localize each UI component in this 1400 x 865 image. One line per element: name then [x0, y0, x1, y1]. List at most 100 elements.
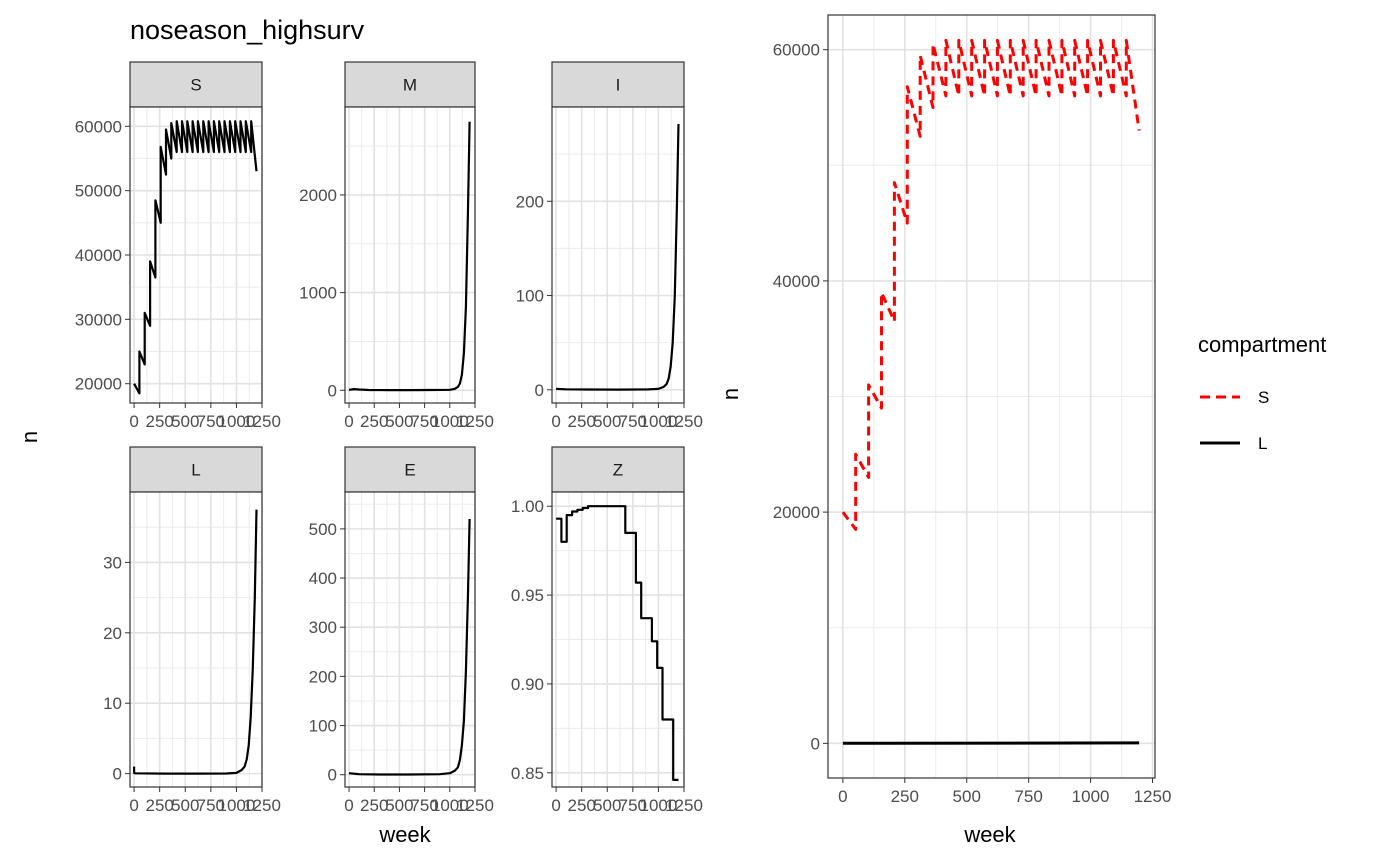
facet-e-y-tick-label: 400	[309, 569, 337, 588]
facet-strip-label: L	[191, 461, 200, 480]
facet-m-y-tick-label: 1000	[299, 284, 337, 303]
facet-s-x-tick-label: 250	[145, 412, 173, 431]
legend: compartment S L	[1198, 332, 1326, 453]
facet-m-x-tick-label: 1000	[431, 412, 469, 431]
facet-s-y-tick-label: 40000	[75, 246, 122, 265]
facet-m-x-tick-label: 1250	[456, 412, 494, 431]
facet-m-x-tick-label: 500	[385, 412, 413, 431]
main-x-tick-label: 1000	[1072, 787, 1110, 806]
facet-s-x-tick-label: 1250	[243, 412, 281, 431]
facet-m-x-tick-label: 0	[344, 412, 353, 431]
legend-title: compartment	[1198, 332, 1326, 357]
facet-i-y-tick-label: 0	[535, 381, 544, 400]
main-x-tick-label: 750	[1014, 787, 1042, 806]
facet-i-x-tick-label: 0	[551, 412, 560, 431]
facet-l-x-tick-label: 0	[129, 796, 138, 815]
facet-strip-label: Z	[613, 461, 623, 480]
facet-m-y-tick-label: 2000	[299, 186, 337, 205]
facet-l-y-tick-label: 10	[103, 694, 122, 713]
facet-e-y-tick-label: 0	[328, 766, 337, 785]
main-x-tick-label: 500	[953, 787, 981, 806]
facet-s-y-tick-label: 50000	[75, 182, 122, 201]
facet-l-y-tick-label: 30	[103, 553, 122, 572]
facet-x-axis-title: week	[378, 822, 431, 847]
facet-m-y-tick-label: 0	[328, 381, 337, 400]
facet-e-panel-background	[345, 492, 475, 787]
facet-z-x-tick-label: 0	[551, 796, 560, 815]
facet-e-y-tick-label: 200	[309, 667, 337, 686]
facet-l-x-tick-label: 250	[145, 796, 173, 815]
facet-s-x-tick-label: 500	[171, 412, 199, 431]
facet-s-x-tick-label: 750	[197, 412, 225, 431]
facet-z-y-tick-label: 0.85	[511, 764, 544, 783]
facet-l-x-tick-label: 1000	[218, 796, 256, 815]
facet-z-panel-border	[551, 491, 685, 788]
legend-label-l: L	[1258, 434, 1267, 453]
facet-s-x-tick-label: 1000	[218, 412, 256, 431]
facet-strip-label: M	[403, 76, 417, 95]
facet-l-y-tick-label: 20	[103, 624, 122, 643]
main-y-axis-title: n	[718, 388, 743, 400]
facet-m-series-line	[348, 121, 471, 392]
facet-i-x-tick-label: 750	[619, 412, 647, 431]
facet-i-panel-border	[551, 106, 685, 404]
facet-l-series-line	[133, 509, 258, 775]
facet-l-panel-border	[129, 491, 263, 788]
facet-z-x-tick-label: 250	[567, 796, 595, 815]
main-x-tick-label: 1250	[1134, 787, 1172, 806]
facet-e-x-tick-label: 500	[385, 796, 413, 815]
facet-z-x-tick-label: 750	[619, 796, 647, 815]
facet-e-y-tick-label: 100	[309, 717, 337, 736]
facet-s-y-tick-label: 20000	[75, 375, 122, 394]
facet-strip-label: I	[616, 76, 621, 95]
facet-z-y-tick-label: 0.95	[511, 586, 544, 605]
facet-strip-z	[551, 446, 685, 493]
facet-e-x-tick-label: 250	[360, 796, 388, 815]
facet-e-x-tick-label: 1000	[431, 796, 469, 815]
main-y-tick-label: 40000	[773, 272, 820, 291]
facet-z-x-tick-label: 500	[593, 796, 621, 815]
facet-l-x-tick-label: 750	[197, 796, 225, 815]
facet-e-x-tick-label: 750	[410, 796, 438, 815]
main-panel-border	[827, 14, 1156, 779]
facet-e-y-tick-label: 500	[309, 520, 337, 539]
facet-s-series-line	[133, 120, 258, 395]
facet-m-panel-border	[344, 106, 476, 404]
facet-m-gridlines	[345, 107, 476, 403]
facet-i-x-tick-label: 500	[593, 412, 621, 431]
facet-panel-s: S 20000 30000 40000 50000 60000 0 2505007501000…	[75, 61, 281, 431]
facet-strip-s	[129, 61, 263, 108]
facet-z-y-tick-label: 0.90	[511, 675, 544, 694]
main-x-tick-label: 250	[891, 787, 919, 806]
facet-z-x-tick-label: 1250	[665, 796, 703, 815]
facet-i-series-line	[556, 123, 680, 391]
facet-s-x-tick-label: 0	[129, 412, 138, 431]
series-s-line	[841, 38, 1141, 531]
facet-i-x-tick-label: 1000	[640, 412, 678, 431]
main-y-tick-label: 20000	[773, 503, 820, 522]
facet-z-series-line	[556, 505, 679, 782]
facet-m-panel-background	[345, 107, 475, 403]
chart-title: noseason_highsurv	[130, 15, 365, 45]
facet-s-y-tick-label: 30000	[75, 310, 122, 329]
facet-e-y-tick-label: 300	[309, 618, 337, 637]
main-gridlines	[828, 15, 1155, 778]
facet-strip-label: E	[404, 461, 415, 480]
facet-y-axis-title: n	[17, 431, 42, 443]
facet-i-y-tick-label: 200	[516, 192, 544, 211]
main-x-tick-label: 0	[838, 787, 847, 806]
facet-strip-m	[344, 61, 476, 108]
facet-m-x-tick-label: 250	[360, 412, 388, 431]
facet-m-x-tick-label: 750	[410, 412, 438, 431]
facet-i-x-tick-label: 1250	[665, 412, 703, 431]
facet-l-x-tick-label: 500	[171, 796, 199, 815]
facet-strip-e	[344, 446, 476, 493]
facet-l-gridlines	[130, 492, 263, 787]
facet-l-panel-background	[130, 492, 262, 787]
